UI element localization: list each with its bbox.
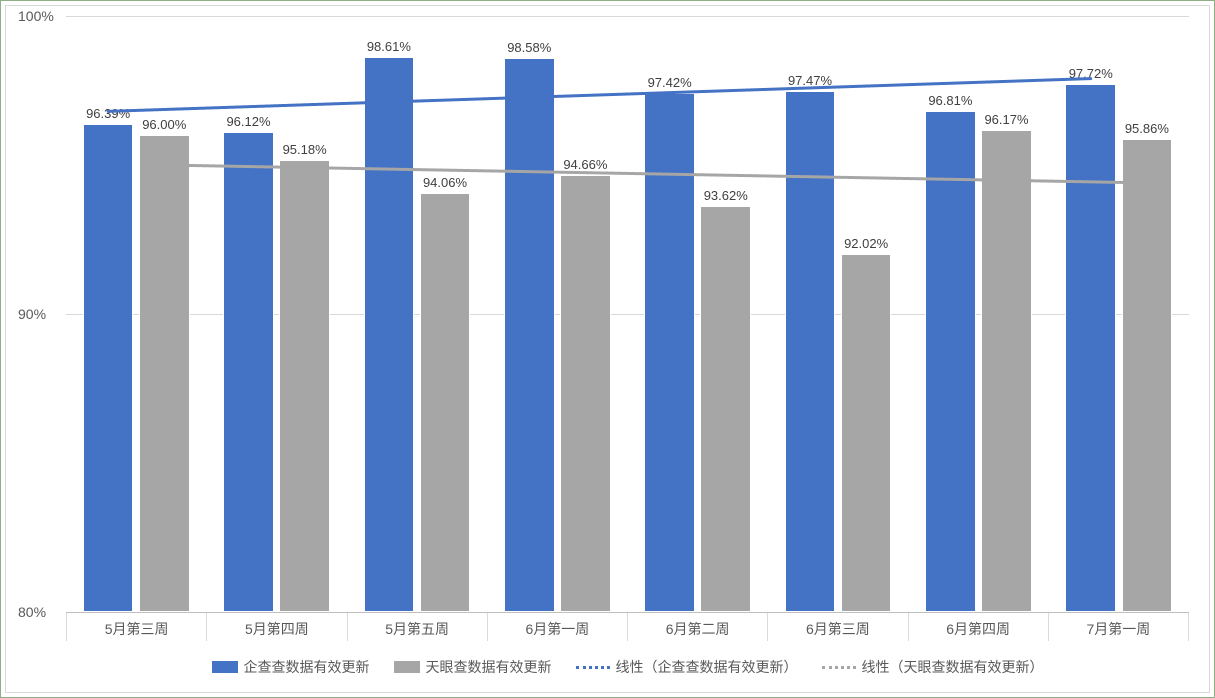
- legend-label: 线性（天眼查数据有效更新）: [862, 657, 1044, 677]
- x-axis-category-label: 6月第三周: [767, 613, 907, 641]
- legend-line: [822, 666, 856, 669]
- y-axis-tick-label: 100%: [18, 8, 54, 24]
- plot-area: 80%90%100%96.39%96.00%96.12%95.18%98.61%…: [66, 16, 1189, 612]
- legend-item: 线性（企查查数据有效更新）: [576, 657, 798, 677]
- y-axis-tick-label: 90%: [18, 306, 46, 322]
- trendlines-layer: [66, 16, 1189, 612]
- x-axis-category-label: 7月第一周: [1048, 613, 1189, 641]
- chart-container: 80%90%100%96.39%96.00%96.12%95.18%98.61%…: [0, 0, 1215, 698]
- x-axis-category-label: 5月第三周: [66, 613, 206, 641]
- legend-swatch: [394, 661, 420, 673]
- legend-item: 线性（天眼查数据有效更新）: [822, 657, 1044, 677]
- legend-item: 企查查数据有效更新: [212, 657, 370, 677]
- x-axis-category-label: 6月第一周: [487, 613, 627, 641]
- x-axis-category-label: 6月第四周: [908, 613, 1048, 641]
- trendline: [108, 79, 1091, 112]
- x-axis-category-label: 5月第五周: [347, 613, 487, 641]
- legend-label: 线性（企查查数据有效更新）: [616, 657, 798, 677]
- legend: 企查查数据有效更新 天眼查数据有效更新 线性（企查查数据有效更新） 线性（天眼查数据有…: [66, 652, 1189, 682]
- legend-label: 天眼查数据有效更新: [426, 657, 552, 677]
- x-axis-category-label: 5月第四周: [206, 613, 346, 641]
- legend-line: [576, 666, 610, 669]
- legend-label: 企查查数据有效更新: [244, 657, 370, 677]
- x-axis: 5月第三周5月第四周5月第五周6月第一周6月第二周6月第三周6月第四周7月第一周: [66, 614, 1189, 642]
- legend-swatch: [212, 661, 238, 673]
- x-axis-category-label: 6月第二周: [627, 613, 767, 641]
- legend-item: 天眼查数据有效更新: [394, 657, 552, 677]
- chart-inner: 80%90%100%96.39%96.00%96.12%95.18%98.61%…: [5, 5, 1210, 693]
- y-axis-tick-label: 80%: [18, 604, 46, 620]
- trendline: [164, 165, 1147, 183]
